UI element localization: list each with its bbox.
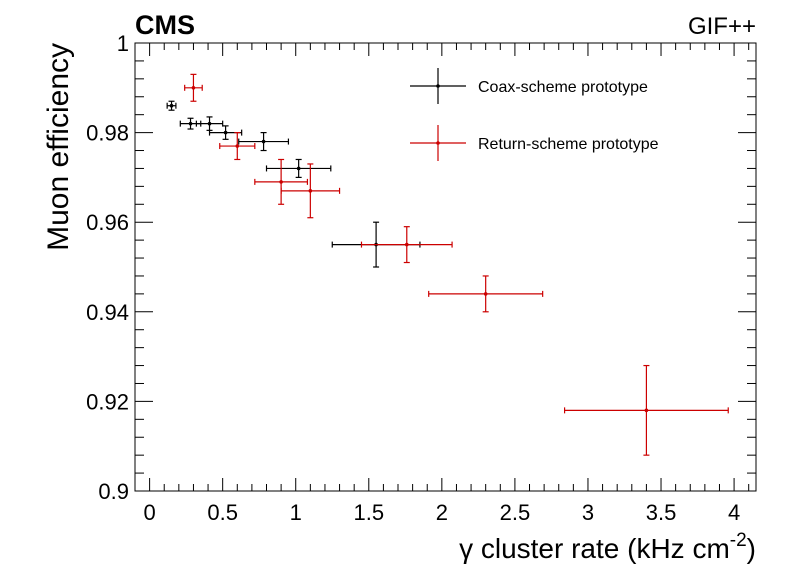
marker xyxy=(235,144,240,148)
data-series xyxy=(166,73,729,456)
x-tick-label: 3.5 xyxy=(646,500,677,525)
x-axis-label-exponent: -2 xyxy=(730,530,747,551)
x-tick-label: 4 xyxy=(728,500,740,525)
facility-label: GIF++ xyxy=(688,13,756,40)
data-point xyxy=(563,364,729,456)
experiment-label: CMS xyxy=(135,10,195,40)
data-point xyxy=(195,116,224,131)
y-tick-labels: 0.9 0.92 0.94 0.96 0.98 1 xyxy=(86,31,129,504)
data-point xyxy=(184,73,203,102)
marker xyxy=(223,130,228,135)
marker xyxy=(261,139,266,144)
series-2 xyxy=(184,73,729,456)
x-tick-label: 0 xyxy=(143,500,155,525)
y-tick-label: 0.94 xyxy=(86,300,129,325)
marker xyxy=(169,103,174,108)
data-point xyxy=(428,275,544,313)
x-axis-label: γ cluster rate (kHz cm-2) xyxy=(459,530,756,564)
x-tick-label: 3 xyxy=(582,500,594,525)
y-axis-label: Muon efficiency xyxy=(42,43,75,251)
legend: Coax-scheme prototype Return-scheme proto… xyxy=(410,68,659,161)
legend-label: Return-scheme prototype xyxy=(478,136,659,153)
data-point xyxy=(238,132,290,152)
y-axis xyxy=(135,42,756,492)
data-point xyxy=(166,100,177,111)
marker xyxy=(644,408,649,413)
data-point xyxy=(254,158,309,205)
x-tick-labels: 0 0.5 1 1.5 2 2.5 3 3.5 4 xyxy=(143,500,740,525)
series-1 xyxy=(166,100,421,268)
y-tick-label: 0.9 xyxy=(98,479,129,504)
plot-frame xyxy=(134,42,757,492)
data-point xyxy=(280,163,341,219)
marker xyxy=(308,189,313,193)
x-axis xyxy=(134,43,750,491)
legend-entry: Return-scheme prototype xyxy=(410,125,659,161)
legend-entry: Coax-scheme prototype xyxy=(410,68,648,104)
data-point xyxy=(219,132,256,161)
x-tick-label: 1.5 xyxy=(353,500,384,525)
marker xyxy=(188,121,193,126)
legend-marker xyxy=(436,84,440,88)
x-tick-label: 2 xyxy=(436,500,448,525)
data-point xyxy=(265,158,332,178)
legend-marker xyxy=(436,141,440,145)
x-axis-label-main: γ cluster rate (kHz cm xyxy=(459,533,730,564)
y-tick-label: 1 xyxy=(117,31,129,56)
legend-label: Coax-scheme prototype xyxy=(478,79,648,96)
y-tick-label: 0.98 xyxy=(86,121,129,146)
marker xyxy=(296,166,301,171)
y-tick-label: 0.92 xyxy=(86,389,129,414)
marker xyxy=(207,121,212,126)
y-tick-label: 0.96 xyxy=(86,210,129,235)
marker xyxy=(191,86,196,90)
data-point xyxy=(360,226,453,264)
x-axis-label-close: ) xyxy=(747,533,756,564)
x-tick-label: 1 xyxy=(290,500,302,525)
marker xyxy=(404,242,409,247)
marker xyxy=(279,180,283,184)
x-tick-label: 0.5 xyxy=(207,500,238,525)
x-tick-label: 2.5 xyxy=(500,500,531,525)
marker xyxy=(483,292,488,296)
